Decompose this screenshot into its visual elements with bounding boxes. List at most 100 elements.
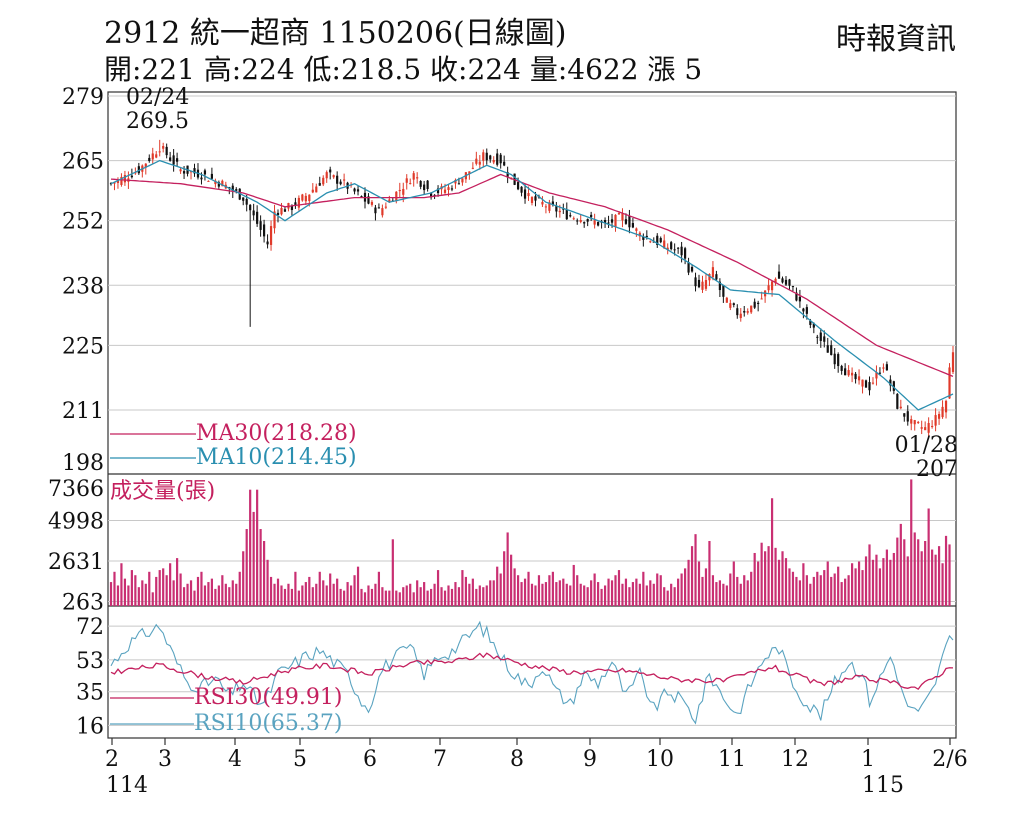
volume-bar — [120, 563, 123, 606]
volume-bar — [934, 554, 937, 606]
volume-bar — [336, 578, 339, 606]
candle-body — [172, 155, 175, 165]
candle-body — [753, 301, 756, 308]
volume-bar — [868, 544, 871, 606]
candle-body — [937, 414, 941, 419]
volume-bar — [332, 583, 335, 606]
candle-body — [677, 247, 680, 249]
candle-body — [130, 175, 133, 178]
volume-bar — [381, 587, 384, 606]
volume-bar — [370, 588, 374, 606]
candle-body — [833, 353, 836, 365]
volume-bar — [635, 578, 638, 606]
rsi-tick-label: 72 — [76, 615, 104, 640]
candle-body — [256, 211, 259, 224]
volume-bar — [569, 585, 572, 606]
candle-body — [311, 189, 314, 193]
candle-body — [649, 241, 652, 243]
candle-body — [548, 202, 551, 211]
price-tick-label: 198 — [62, 451, 104, 476]
candle-body — [478, 161, 481, 165]
volume-bar — [179, 573, 182, 606]
volume-bar — [826, 561, 829, 606]
volume-tick-label: 263 — [62, 591, 104, 616]
candle-body — [527, 193, 530, 197]
candle-body — [339, 181, 342, 185]
volume-bar — [203, 585, 207, 606]
volume-bar — [304, 582, 307, 606]
volume-bar — [715, 582, 718, 606]
volume-bar — [677, 578, 680, 606]
candle-body — [631, 223, 635, 228]
candle-body — [530, 197, 534, 203]
volume-bar — [419, 587, 422, 606]
volume-bar — [186, 583, 189, 606]
low-date-annotation: 01/28 — [895, 433, 958, 458]
ma10-line — [110, 159, 954, 411]
volume-bar — [805, 575, 808, 606]
candle-body — [812, 323, 815, 328]
candle-body — [885, 364, 888, 371]
volume-bar — [252, 511, 255, 606]
ma30-line — [110, 173, 954, 378]
candle-body — [621, 213, 624, 221]
volume-bar — [649, 580, 652, 606]
candle-body — [708, 273, 711, 281]
candle-body — [715, 274, 718, 280]
volume-bar — [228, 587, 231, 606]
volume-bar — [301, 585, 304, 606]
volume-bar — [777, 559, 781, 606]
candle-body — [572, 218, 575, 220]
volume-bar — [610, 580, 614, 606]
candle-body — [638, 232, 641, 237]
candle-body — [941, 406, 944, 418]
candle-body — [162, 146, 165, 149]
candle-body — [840, 365, 843, 371]
candle-body — [680, 246, 683, 256]
price-tick-label: 238 — [62, 274, 104, 299]
volume-bar — [711, 575, 715, 606]
candle-body — [534, 196, 537, 201]
x-tick-label: 3 — [158, 747, 172, 772]
candle-body — [482, 152, 485, 161]
volume-bar — [704, 568, 708, 606]
candle-body — [426, 180, 429, 189]
candle-body — [269, 226, 273, 245]
volume-bar — [429, 588, 433, 606]
volume-bar — [273, 583, 276, 606]
x-tick-label: 12 — [781, 747, 809, 772]
volume-bar — [913, 532, 916, 606]
volume-bar — [656, 573, 659, 606]
volume-bar — [516, 575, 520, 606]
candle-body — [816, 336, 819, 338]
volume-bar — [544, 582, 548, 606]
candle-body — [896, 393, 899, 409]
volume-bar — [875, 554, 878, 606]
candle-body — [193, 168, 196, 174]
candle-body — [850, 372, 854, 376]
volume-bar — [833, 573, 836, 606]
volume-bar — [391, 539, 394, 606]
candle-body — [221, 180, 224, 187]
candle-body — [485, 152, 488, 161]
candle-body — [934, 415, 937, 426]
volume-bar — [534, 585, 537, 606]
candle-body — [436, 188, 440, 194]
volume-bar — [844, 578, 847, 606]
volume-bar — [349, 585, 353, 606]
volume-bar — [346, 582, 349, 606]
candle-body — [374, 207, 377, 214]
volume-bar — [242, 551, 245, 606]
volume-bar — [130, 570, 133, 606]
candle-body — [176, 158, 179, 162]
candle-body — [356, 189, 360, 192]
candle-body — [666, 247, 669, 250]
volume-bar — [885, 549, 888, 606]
price-tick-label: 225 — [62, 334, 104, 359]
candle-body — [499, 154, 502, 164]
candle-body — [697, 279, 701, 288]
volume-bar — [322, 580, 325, 606]
volume-bar — [906, 556, 909, 606]
candle-body — [322, 177, 325, 185]
candle-body — [569, 215, 572, 217]
